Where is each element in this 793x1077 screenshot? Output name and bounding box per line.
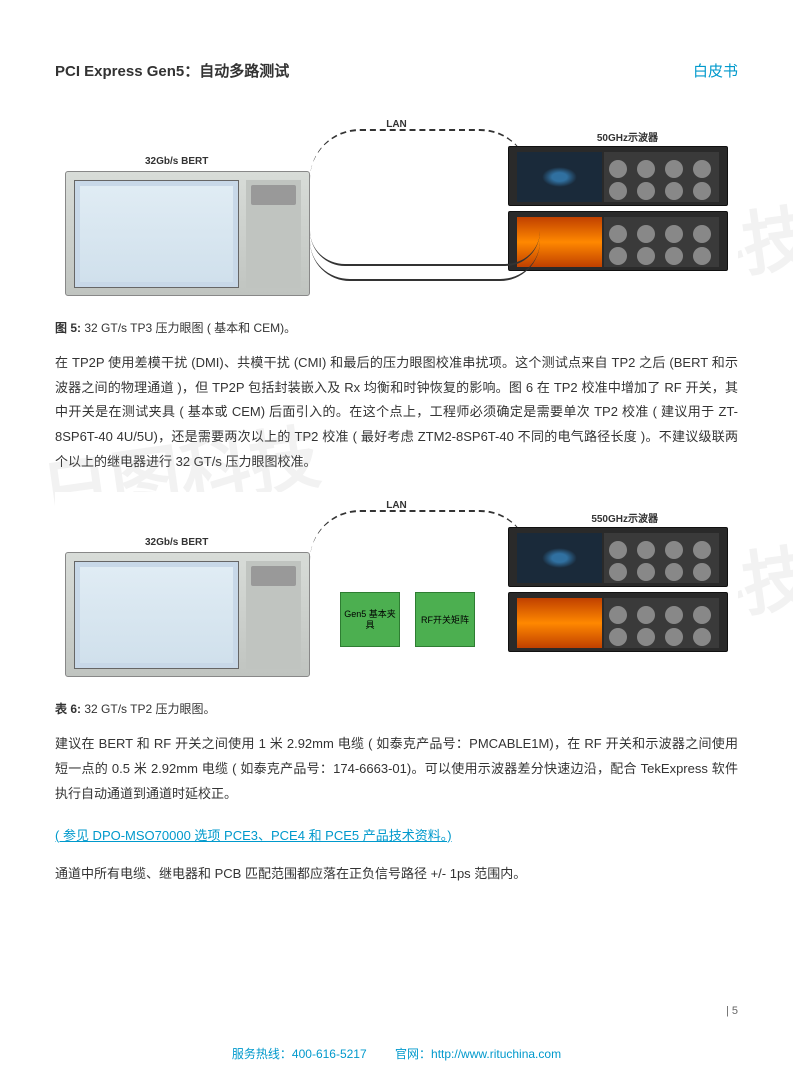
bert-label: 32Gb/s BERT <box>145 156 208 167</box>
scope-label: 50GHz示波器 <box>597 129 658 144</box>
reference-link[interactable]: ( 参见 DPO-MSO70000 选项 PCE3、PCE4 和 PCE5 产品… <box>55 825 738 844</box>
bert-label: 32Gb/s BERT <box>145 537 208 548</box>
signal-cable <box>310 241 540 281</box>
caption-text: 32 GT/s TP2 压力眼图。 <box>81 702 215 716</box>
scope-device-bottom <box>508 592 728 652</box>
caption-label: 表 6: <box>55 702 81 716</box>
page-container: PCI Express Gen5：自动多路测试 白皮书 日图科技 日图科技 日图… <box>0 0 793 1077</box>
scope-device-top <box>508 146 728 206</box>
bert-device <box>65 552 310 677</box>
paragraph-1: 在 TP2P 使用差模干扰 (DMI)、共模干扰 (CMI) 和最后的压力眼图校… <box>55 351 738 474</box>
table-6-caption: 表 6: 32 GT/s TP2 压力眼图。 <box>55 700 738 717</box>
bert-control-panel <box>246 180 301 288</box>
paragraph-2: 建议在 BERT 和 RF 开关之间使用 1 米 2.92mm 电缆 ( 如泰克… <box>55 732 738 806</box>
lan-cable <box>310 129 530 179</box>
footer-site-label: 官网： <box>395 1047 431 1061</box>
gen5-fixture-box: Gen5 基本夹具 <box>340 592 400 647</box>
rf-switch-matrix-box: RF开关矩阵 <box>415 592 475 647</box>
bert-screen <box>74 180 239 288</box>
bert-screen <box>74 561 239 669</box>
doc-title: PCI Express Gen5：自动多路测试 <box>55 60 289 81</box>
footer-hotline: 服务热线：400-616-5217 <box>232 1047 367 1061</box>
scope-knobs <box>604 217 719 267</box>
page-header: PCI Express Gen5：自动多路测试 白皮书 <box>55 60 738 81</box>
scope-knobs <box>604 598 719 648</box>
footer-site-url[interactable]: http://www.rituchina.com <box>431 1047 561 1061</box>
figure-6-diagram: LAN 32Gb/s BERT 550GHz示波器 Gen5 基本夹具 RF开关… <box>55 492 738 692</box>
lan-cable <box>310 510 530 560</box>
scope-eye-screen <box>517 152 602 202</box>
caption-text: 32 GT/s TP3 压力眼图 ( 基本和 CEM)。 <box>81 321 296 335</box>
scope-device-top <box>508 527 728 587</box>
scope-eye-screen <box>517 533 602 583</box>
figure-5-diagram: LAN 32Gb/s BERT 50GHz示波器 <box>55 111 738 311</box>
paragraph-3: 通道中所有电缆、继电器和 PCB 匹配范围都应落在正负信号路径 +/- 1ps … <box>55 862 738 887</box>
scope-knobs <box>604 533 719 583</box>
bert-device <box>65 171 310 296</box>
caption-label: 图 5: <box>55 321 81 335</box>
scope-heatmap-screen <box>517 598 602 648</box>
bert-control-panel <box>246 561 301 669</box>
doc-type-tag: 白皮书 <box>693 60 738 81</box>
page-number: | 5 <box>726 1005 738 1017</box>
scope-label: 550GHz示波器 <box>591 510 658 525</box>
figure-5-caption: 图 5: 32 GT/s TP3 压力眼图 ( 基本和 CEM)。 <box>55 319 738 336</box>
scope-device-bottom <box>508 211 728 271</box>
page-footer: 服务热线：400-616-5217 官网：http://www.rituchin… <box>0 1045 793 1062</box>
scope-knobs <box>604 152 719 202</box>
